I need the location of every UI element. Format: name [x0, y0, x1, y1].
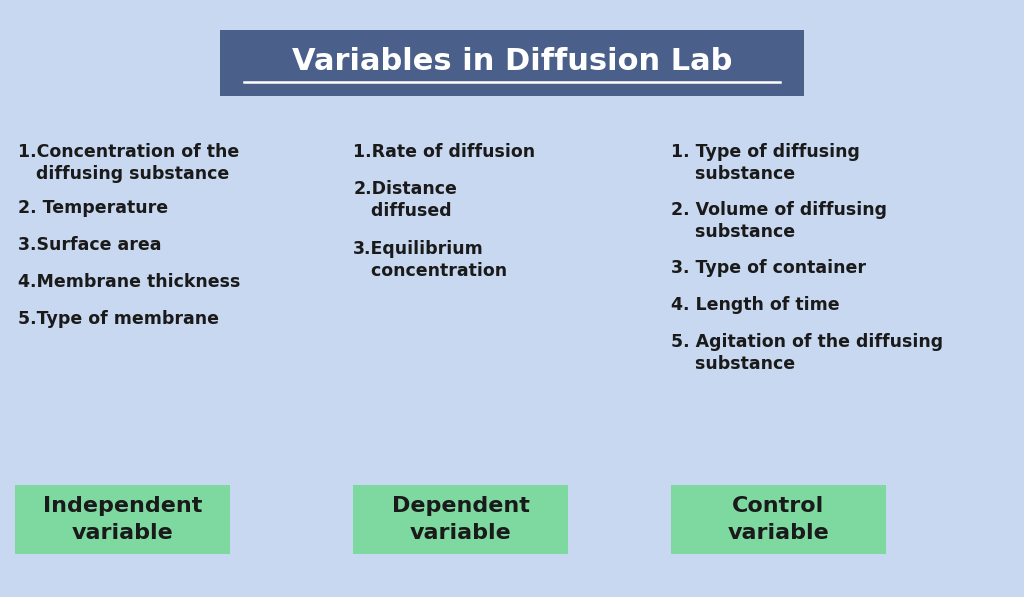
- Text: 5.Type of membrane: 5.Type of membrane: [18, 310, 219, 328]
- Text: 1. Type of diffusing
    substance: 1. Type of diffusing substance: [671, 143, 859, 183]
- Text: 3.Equilibrium
   concentration: 3.Equilibrium concentration: [353, 240, 508, 280]
- Text: 2. Temperature: 2. Temperature: [18, 199, 169, 217]
- Text: Control
variable: Control variable: [727, 496, 829, 543]
- Text: 2. Volume of diffusing
    substance: 2. Volume of diffusing substance: [671, 201, 887, 241]
- FancyBboxPatch shape: [353, 485, 568, 554]
- Text: 4. Length of time: 4. Length of time: [671, 296, 840, 314]
- Text: 2.Distance
   diffused: 2.Distance diffused: [353, 180, 457, 220]
- FancyBboxPatch shape: [15, 485, 230, 554]
- Text: 5. Agitation of the diffusing
    substance: 5. Agitation of the diffusing substance: [671, 333, 943, 373]
- Text: Dependent
variable: Dependent variable: [392, 496, 529, 543]
- FancyBboxPatch shape: [220, 30, 804, 96]
- Text: 3.Surface area: 3.Surface area: [18, 236, 162, 254]
- Text: Independent
variable: Independent variable: [43, 496, 203, 543]
- Text: 1.Concentration of the
   diffusing substance: 1.Concentration of the diffusing substan…: [18, 143, 240, 183]
- FancyBboxPatch shape: [671, 485, 886, 554]
- Text: 4.Membrane thickness: 4.Membrane thickness: [18, 273, 241, 291]
- Text: Variables in Diffusion Lab: Variables in Diffusion Lab: [292, 47, 732, 76]
- Text: 3. Type of container: 3. Type of container: [671, 259, 865, 277]
- Text: 1.Rate of diffusion: 1.Rate of diffusion: [353, 143, 536, 161]
